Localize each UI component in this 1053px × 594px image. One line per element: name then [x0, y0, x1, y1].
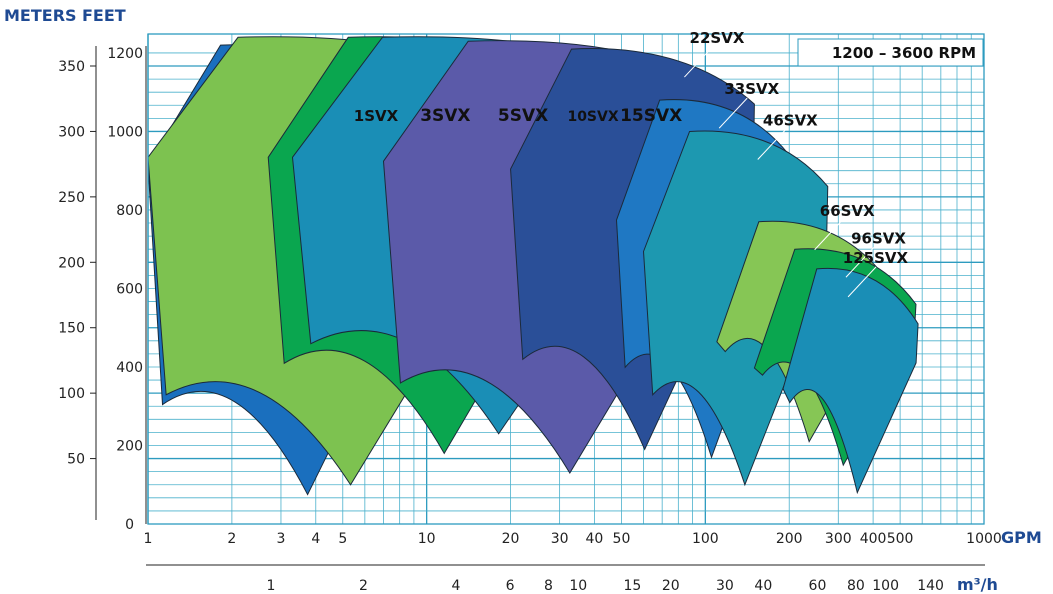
series-label-96svx: 96SVX — [851, 229, 906, 247]
series-label-33svx: 33SVX — [724, 80, 779, 98]
rpm-annotation: 1200 – 3600 RPM — [797, 38, 984, 67]
x-tick-label-m3h: 1 — [266, 578, 275, 594]
x-tick-label-m3h: 100 — [872, 578, 899, 594]
series-leader-22svx — [684, 46, 713, 78]
series-label-10svx: 10SVX — [567, 109, 618, 125]
series-label-3svx: 3SVX — [420, 106, 470, 126]
axes: 0501001502002503003502004006008001000120… — [58, 46, 1002, 594]
series-labels: 1SVX 3SVX 5SVX 10SVX 15SVX 22SVX 33SVX 46SVX 66S… — [354, 29, 909, 298]
x-tick-label-gpm: 40 — [586, 531, 604, 547]
y-tick-label-feet: 1200 — [107, 46, 143, 62]
y-tick-label-meters: 50 — [67, 452, 85, 468]
series-label-66svx: 66SVX — [820, 202, 875, 220]
x-tick-label-gpm: 2 — [227, 531, 236, 547]
x-tick-label-m3h: 30 — [716, 578, 734, 594]
y-tick-label-meters: 100 — [58, 386, 85, 402]
x-tick-label-m3h: 20 — [662, 578, 680, 594]
x-tick-label-m3h: 2 — [359, 578, 368, 594]
series-leader-125svx — [847, 266, 877, 298]
y-tick-label-feet: 200 — [116, 439, 143, 455]
x-tick-label-m3h: 4 — [452, 578, 461, 594]
y-tick-label-meters: 200 — [58, 255, 85, 271]
x-tick-label-m3h: 60 — [809, 578, 827, 594]
y-tick-label-meters: 150 — [58, 321, 85, 337]
x-tick-label-gpm: 100 — [692, 531, 719, 547]
x-tick-label-gpm: 50 — [613, 531, 631, 547]
x-tick-label-m3h: 6 — [506, 578, 515, 594]
y-tick-label-feet: 600 — [116, 282, 143, 298]
series-leader-96svx — [845, 246, 875, 278]
y-tick-label-meters: 300 — [58, 124, 85, 140]
series-band-125svx — [782, 267, 919, 495]
x-tick-label-gpm: 1 — [144, 531, 153, 547]
rpm-annotation-box — [797, 38, 984, 67]
x-axis-label-gpm: GPM — [1001, 528, 1042, 547]
series-leader-33svx — [718, 97, 748, 129]
x-axis-label-m3h: m³/h — [957, 575, 998, 594]
y-axis-header-feet: FEET — [82, 6, 126, 25]
rpm-annotation-text: 1200 – 3600 RPM — [832, 44, 976, 62]
y-tick-label-feet: 400 — [116, 360, 143, 376]
y-tick-label-meters: 0 — [125, 517, 134, 533]
y-axis-header-meters: METERS — [4, 6, 77, 25]
plot-border — [147, 33, 985, 525]
x-tick-label-m3h: 15 — [624, 578, 642, 594]
x-tick-label-m3h: 80 — [847, 578, 865, 594]
x-tick-label-gpm: 1000 — [966, 531, 1002, 547]
series-label-46svx: 46SVX — [763, 112, 818, 130]
series-bands — [147, 36, 919, 496]
series-leader-66svx — [814, 219, 844, 251]
x-tick-label-gpm: 400 — [860, 531, 887, 547]
x-tick-label-m3h: 140 — [917, 578, 944, 594]
x-tick-label-m3h: 40 — [754, 578, 772, 594]
x-tick-label-gpm: 5 — [338, 531, 347, 547]
series-label-5svx: 5SVX — [498, 106, 548, 126]
x-tick-label-gpm: 4 — [311, 531, 320, 547]
plot-frame — [147, 33, 985, 525]
y-tick-label-meters: 250 — [58, 190, 85, 206]
x-tick-label-gpm: 500 — [887, 531, 914, 547]
series-label-15svx: 15SVX — [620, 106, 682, 126]
x-tick-label-gpm: 300 — [825, 531, 852, 547]
y-tick-label-meters: 350 — [58, 59, 85, 75]
x-tick-label-gpm: 20 — [502, 531, 520, 547]
series-label-125svx: 125SVX — [843, 249, 909, 267]
x-tick-label-gpm: 3 — [276, 531, 285, 547]
x-tick-label-gpm: 30 — [551, 531, 569, 547]
x-tick-label-gpm: 200 — [776, 531, 803, 547]
x-tick-label-m3h: 10 — [569, 578, 587, 594]
series-label-22svx: 22SVX — [690, 29, 745, 47]
x-tick-label-gpm: 10 — [418, 531, 436, 547]
x-tick-label-m3h: 8 — [544, 578, 553, 594]
series-label-1svx: 1SVX — [354, 107, 399, 125]
y-tick-label-feet: 1000 — [107, 125, 143, 141]
series-leader-46svx — [757, 129, 787, 160]
y-tick-label-feet: 800 — [116, 203, 143, 219]
